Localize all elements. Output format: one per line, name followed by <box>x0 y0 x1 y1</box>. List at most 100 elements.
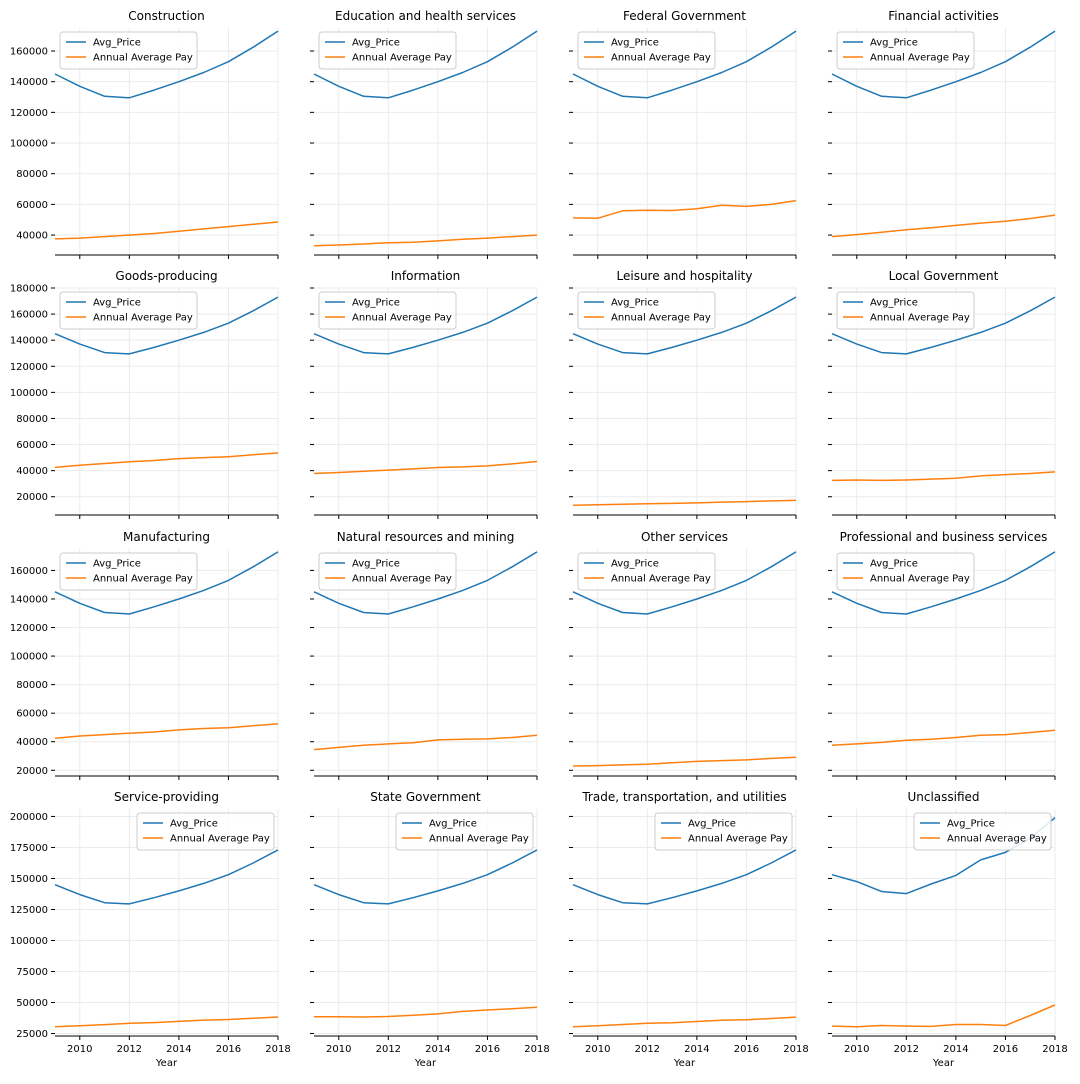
y-tick-label: 175000 <box>10 843 48 854</box>
series-line-avg-price <box>54 551 279 615</box>
legend-box <box>913 812 1052 851</box>
legend-label: Annual Average Pay <box>170 834 270 845</box>
series-line-avg-price <box>831 296 1056 355</box>
y-tick-label: 100000 <box>10 139 48 150</box>
series-line-annual-average-pay <box>831 729 1056 747</box>
subplot-4: 20000 40000 60000 80000 100000 120000 140000 16… <box>10 269 279 519</box>
subplot-8: 20000 40000 60000 80000 100000 120000 140000 16… <box>10 530 279 780</box>
series-line-annual-average-pay <box>54 723 279 739</box>
y-tick-label: 120000 <box>10 623 48 634</box>
subplot-7: Local Government Avg_Price Annual Average … <box>828 269 1056 519</box>
y-tick-label: 80000 <box>16 680 48 691</box>
y-tick-label: 100000 <box>10 652 48 663</box>
legend: Avg_Price Annual Average Pay <box>654 812 793 851</box>
subplot-title: Professional and business services <box>840 530 1048 544</box>
legend-label: Avg_Price <box>870 38 918 49</box>
series-line-annual-average-pay <box>313 460 538 475</box>
x-tick-label: 2012 <box>376 1044 401 1055</box>
y-tick-label: 40000 <box>16 466 48 477</box>
series-line-annual-average-pay <box>572 199 797 219</box>
x-tick-label: 2016 <box>993 1044 1018 1055</box>
legend: Avg_Price Annual Average Pay <box>577 552 716 591</box>
x-tick-label: 2016 <box>475 1044 500 1055</box>
subplot-title: Other services <box>641 530 728 544</box>
legend-box <box>318 552 457 591</box>
legend-box <box>654 812 793 851</box>
legend: Avg_Price Annual Average Pay <box>318 31 457 70</box>
legend: Avg_Price Annual Average Pay <box>59 552 198 591</box>
legend-label: Annual Average Pay <box>870 53 970 64</box>
subplot-title: Manufacturing <box>123 530 210 544</box>
legend-label: Annual Average Pay <box>688 834 788 845</box>
subplot-10: Other services Avg_Price Annual Average Pa… <box>569 530 797 780</box>
y-tick-label: 50000 <box>16 998 48 1009</box>
subplot-0: 40000 60000 80000 100000 120000 140000 160000 C… <box>10 9 279 259</box>
y-tick-label: 60000 <box>16 200 48 211</box>
series-line-annual-average-pay <box>572 1016 797 1028</box>
series-line-avg-price <box>572 296 797 355</box>
x-axis-label: Year <box>155 1058 178 1069</box>
subplot-title: Natural resources and mining <box>337 530 515 544</box>
legend: Avg_Price Annual Average Pay <box>577 291 716 330</box>
series-line-avg-price <box>313 30 538 99</box>
legend-label: Avg_Price <box>870 298 918 309</box>
series-line-avg-price <box>313 849 538 905</box>
x-axis-label: Year <box>414 1058 437 1069</box>
legend-box <box>395 812 534 851</box>
legend: Avg_Price Annual Average Pay <box>577 31 716 70</box>
legend-label: Annual Average Pay <box>352 53 452 64</box>
legend-label: Annual Average Pay <box>611 313 711 324</box>
y-tick-label: 25000 <box>16 1029 48 1040</box>
y-tick-label: 120000 <box>10 108 48 119</box>
series-line-avg-price <box>572 551 797 615</box>
legend: Avg_Price Annual Average Pay <box>836 552 975 591</box>
series-line-annual-average-pay <box>831 214 1056 238</box>
x-tick-label: 2010 <box>326 1044 351 1055</box>
y-tick-label: 100000 <box>10 388 48 399</box>
series-line-avg-price <box>831 30 1056 99</box>
subplot-title: Leisure and hospitality <box>617 269 753 283</box>
legend-label: Avg_Price <box>93 298 141 309</box>
legend-box <box>136 812 275 851</box>
x-tick-label: 2016 <box>734 1044 759 1055</box>
legend-label: Avg_Price <box>352 559 400 570</box>
series-line-avg-price <box>54 296 279 355</box>
series-line-avg-price <box>313 551 538 615</box>
legend-label: Avg_Price <box>611 559 659 570</box>
legend-label: Avg_Price <box>352 298 400 309</box>
x-tick-label: 2012 <box>117 1044 142 1055</box>
legend-label: Annual Average Pay <box>352 574 452 585</box>
x-tick-label: 2018 <box>783 1044 808 1055</box>
subplot-3: Financial activities Avg_Price Annual Aver… <box>828 9 1056 259</box>
subplot-title: State Government <box>370 790 481 804</box>
x-tick-label: 2010 <box>844 1044 869 1055</box>
series-line-annual-average-pay <box>54 452 279 469</box>
subplot-6: Leisure and hospitality Avg_Price Annual A… <box>569 269 797 519</box>
legend: Avg_Price Annual Average Pay <box>836 291 975 330</box>
legend-label: Annual Average Pay <box>429 834 529 845</box>
y-tick-label: 100000 <box>10 936 48 947</box>
series-line-avg-price <box>831 551 1056 615</box>
x-axis-label: Year <box>673 1058 696 1069</box>
x-tick-label: 2014 <box>425 1044 450 1055</box>
y-tick-label: 80000 <box>16 169 48 180</box>
legend-box <box>836 552 975 591</box>
subplot-13: 2010 2012 2014 2016 2018 Year State Government… <box>310 790 550 1069</box>
legend: Avg_Price Annual Average Pay <box>136 812 275 851</box>
legend: Avg_Price Annual Average Pay <box>395 812 534 851</box>
subplot-11: Professional and business services Avg_Pr… <box>828 530 1056 780</box>
y-tick-label: 160000 <box>10 566 48 577</box>
x-tick-label: 2018 <box>265 1044 290 1055</box>
legend-box <box>836 291 975 330</box>
y-tick-label: 20000 <box>16 766 48 777</box>
x-tick-label: 2014 <box>684 1044 709 1055</box>
series-line-avg-price <box>313 296 538 355</box>
legend-label: Avg_Price <box>688 819 736 830</box>
subplot-title: Goods-producing <box>115 269 217 283</box>
series-line-annual-average-pay <box>831 1004 1056 1028</box>
y-tick-label: 160000 <box>10 310 48 321</box>
y-tick-label: 150000 <box>10 874 48 885</box>
legend: Avg_Price Annual Average Pay <box>318 552 457 591</box>
